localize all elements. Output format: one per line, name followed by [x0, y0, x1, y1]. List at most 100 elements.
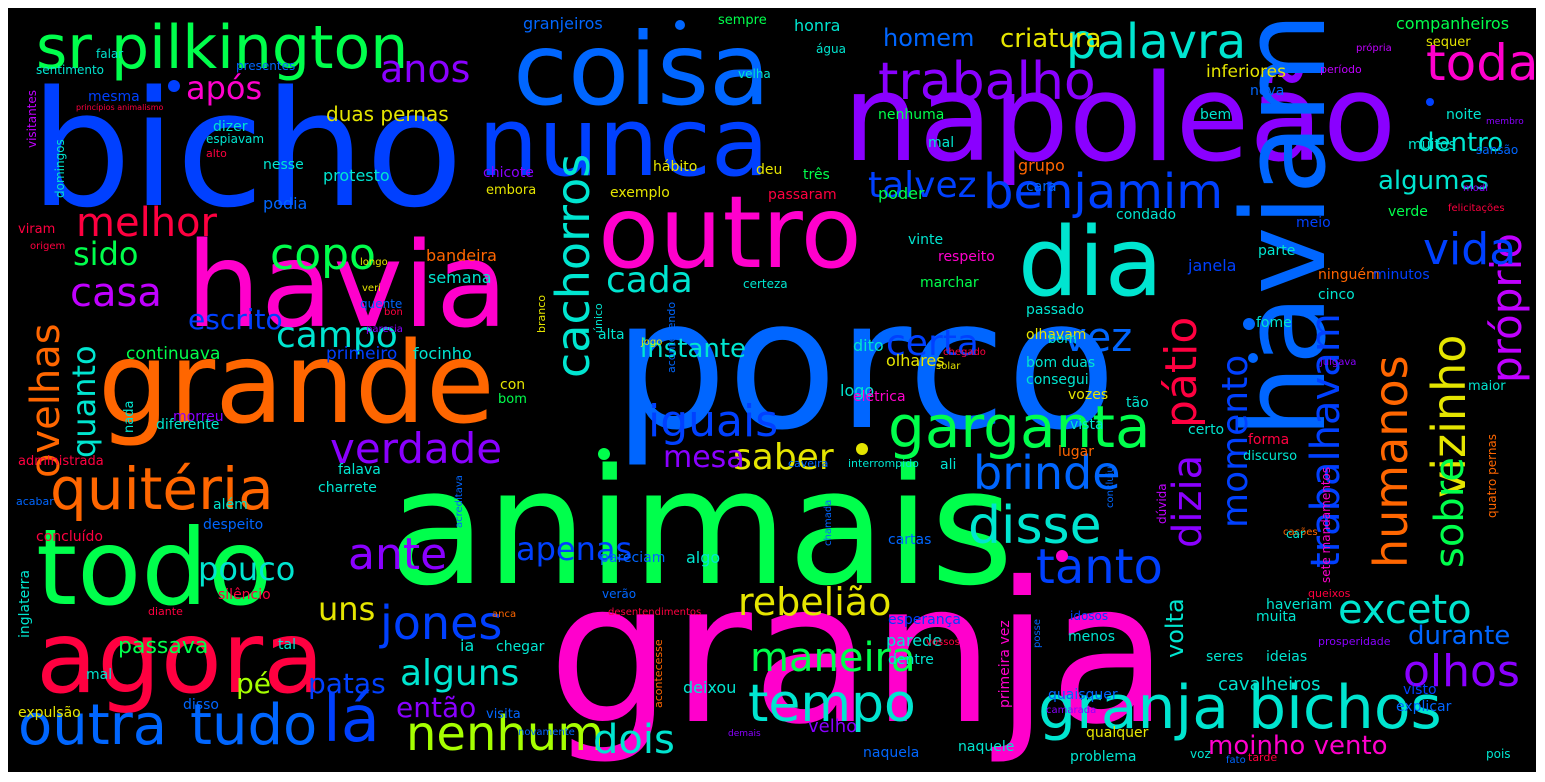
word-posse: posse: [1032, 618, 1043, 648]
word-tao: tão: [1126, 395, 1149, 411]
word-grande: grande: [98, 319, 495, 449]
word-durante: durante: [1408, 621, 1511, 651]
word-alguns: alguns: [400, 653, 520, 694]
word-novamente: novamente: [518, 727, 575, 738]
dot-6: [598, 448, 610, 460]
word-demais: demais: [728, 729, 761, 739]
word-passaram: passaram: [768, 187, 837, 203]
word-primeira-vez: primeira vez: [997, 620, 1013, 708]
word-discurso: discurso: [1243, 449, 1298, 464]
word-quente: quente: [360, 297, 403, 311]
word-verao: verão: [602, 587, 637, 601]
word-maior: maior: [1468, 379, 1506, 394]
word-outro: outro: [598, 174, 862, 291]
word-interrompido: interrompido: [848, 457, 919, 470]
dot-8: [1248, 353, 1258, 363]
word-car: car: [1286, 527, 1305, 541]
word-agora: agora: [36, 599, 325, 716]
word-semana: semana: [428, 268, 492, 287]
word-cartas: cartas: [888, 532, 932, 548]
word-viram: viram: [18, 222, 56, 237]
word-homem: homem: [883, 24, 975, 52]
word-alem: além: [213, 497, 248, 513]
word-veri: veri: [362, 283, 381, 294]
word-camarada: camarada: [1046, 705, 1097, 716]
word-vossos: vossos: [926, 637, 960, 648]
word-dizia: dizia: [1165, 454, 1211, 548]
word-parede: parede: [886, 631, 943, 650]
word-apos: após: [186, 69, 263, 107]
word-apenas: apenas: [516, 530, 633, 568]
word-bom-2: bom: [1048, 332, 1077, 347]
word-longo: longo: [360, 257, 388, 268]
word-maneira: maneira: [750, 635, 916, 681]
word-fome: fome: [1256, 315, 1292, 331]
word-passava: passava: [118, 634, 209, 659]
word-algo: algo: [686, 548, 721, 567]
word-vozes: vozes: [1068, 387, 1109, 403]
word-bom-1: bom: [498, 392, 527, 407]
word-ia: ia: [460, 636, 475, 655]
word-noite: noite: [1446, 107, 1482, 123]
word-animais: animais: [388, 434, 1014, 621]
word-saber: saber: [733, 437, 834, 478]
word-esperanca: esperança: [888, 612, 961, 628]
word-sentimento: sentimento: [36, 63, 105, 77]
word-vez: vez: [1063, 315, 1133, 361]
word-condado: condado: [1116, 207, 1177, 223]
word-exceto: exceto: [1338, 587, 1472, 633]
word-nunca: nunca: [478, 88, 770, 198]
word-periodo: período: [1320, 63, 1362, 76]
word-protesto: protesto: [323, 166, 390, 185]
word-dentre: dentre: [888, 652, 934, 668]
word-morreu: morreu: [173, 409, 224, 425]
word-felicitacoes: felicitações: [1448, 203, 1505, 214]
word-volta: volta: [1161, 598, 1189, 658]
word-napoleao: napoleão: [843, 50, 1397, 189]
word-cinco: cinco: [1318, 287, 1355, 303]
word-seres: seres: [1206, 649, 1244, 665]
word-cada: cada: [606, 260, 693, 301]
word-meio: meio: [1296, 215, 1331, 231]
word-conseguia: consegui: [1026, 372, 1089, 388]
dot-2: [168, 80, 180, 92]
word-presentes: presentes: [236, 59, 296, 73]
word-naquele: naquele: [958, 739, 1015, 755]
word-quaisquer: quaisquer: [1048, 687, 1118, 703]
word-exemplo: exemplo: [610, 185, 670, 201]
word-cloud: granja porco animais bicho napoleão havi…: [8, 8, 1536, 772]
word-disso: disso: [183, 697, 219, 713]
word-bicho: bicho: [30, 56, 464, 243]
word-inglaterra: inglaterra: [17, 569, 33, 638]
word-diferente: diferente: [156, 417, 220, 433]
word-olhares: olhares: [886, 351, 945, 370]
word-alto: alto: [206, 147, 227, 160]
word-falar: falar: [96, 47, 124, 61]
word-dois: dois: [593, 717, 675, 763]
word-dizer: dizer: [213, 119, 248, 135]
word-instante: instante: [640, 334, 747, 364]
word-parecia: parecia: [366, 324, 403, 335]
word-acabar: acabar: [16, 495, 54, 508]
word-sobre: sobre: [1427, 457, 1473, 568]
word-concluido: concluído: [36, 529, 103, 545]
word-voz: voz: [1190, 747, 1211, 761]
word-pareciam: pareciam: [600, 550, 666, 566]
word-bem: bem: [1200, 107, 1232, 123]
word-caveira: caveira: [788, 457, 829, 470]
word-deu: deu: [756, 162, 783, 178]
word-humanos: humanos: [1364, 355, 1418, 568]
word-desentendimentos: desentendimentos: [608, 607, 702, 618]
word-uns: uns: [318, 590, 376, 628]
word-lugar: lugar: [1058, 444, 1094, 460]
word-sansao: sansão: [1476, 143, 1519, 157]
word-mal: mal: [928, 135, 955, 151]
word-cara: cara: [1026, 179, 1057, 195]
word-chegado: chegado: [943, 347, 986, 358]
word-visita: visita: [486, 707, 521, 722]
word-silencio: silêncio: [218, 587, 271, 603]
word-nenhum: nenhum: [406, 706, 604, 762]
word-falava: falava: [338, 462, 381, 478]
word-sr-pilkington: sr pilkington: [36, 13, 409, 83]
word-companheiros: companheiros: [1396, 14, 1510, 33]
